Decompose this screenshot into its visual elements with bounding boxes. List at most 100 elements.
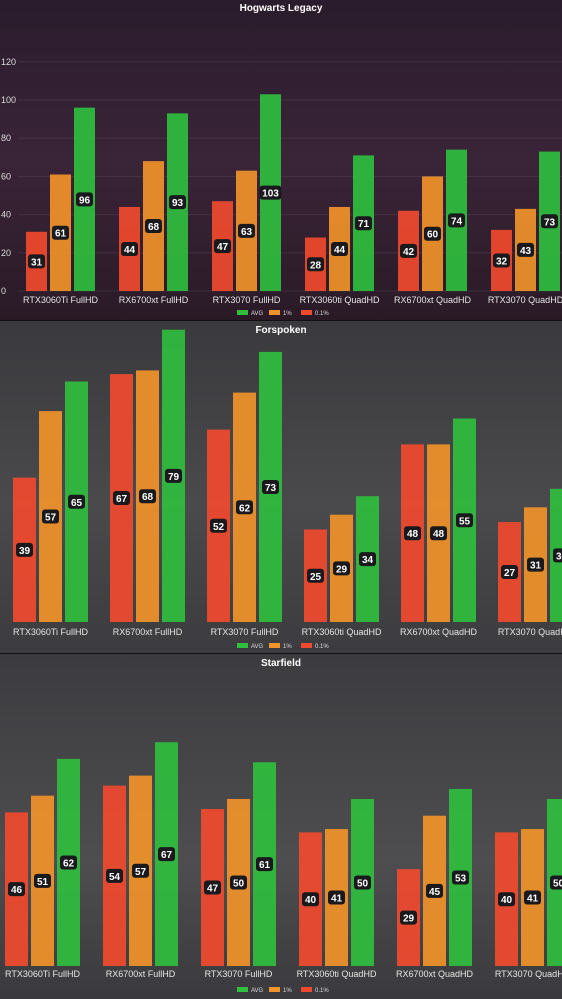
data-label-bg (236, 500, 253, 515)
data-label-bg (331, 241, 348, 256)
data-label: 48 (433, 529, 445, 540)
data-label-bg (517, 242, 534, 257)
data-label: 65 (71, 498, 83, 509)
x-category-label: RTX3070 QuadHD (488, 295, 562, 305)
legend-label: AVG (251, 311, 264, 317)
data-label: 67 (116, 494, 128, 505)
data-label-bg (165, 468, 182, 483)
data-label: 40 (305, 895, 317, 906)
data-label-bg (16, 542, 33, 557)
data-label-bg (52, 225, 69, 240)
data-label-bg (452, 870, 469, 885)
data-label-bg (145, 219, 162, 234)
x-category-label: RTX3070 FullHD (205, 969, 273, 979)
x-category-label: RTX3060Ti FullHD (13, 627, 89, 637)
data-label-bg (456, 513, 473, 528)
data-label: 50 (553, 879, 562, 890)
data-label-bg (493, 253, 510, 268)
legend-label: 0.1% (315, 988, 329, 994)
legend-swatch (269, 310, 280, 315)
y-tick-label: 20 (1, 248, 11, 258)
data-label: 96 (79, 195, 91, 206)
y-tick-label: 60 (1, 171, 11, 181)
data-label: 57 (135, 867, 147, 878)
data-label: 28 (310, 260, 322, 271)
data-label-bg (121, 241, 138, 256)
chart-panel-hogwarts: Hogwarts Legacy 0 20 40 60 80 100 120 31 61 96 RTX3… (0, 0, 562, 321)
data-label-bg (524, 890, 541, 905)
y-tick-label: 40 (1, 210, 11, 220)
data-label: 62 (239, 503, 251, 514)
data-label: 36 (556, 551, 562, 562)
data-label-bg (498, 892, 515, 907)
x-category-label: RX6700xt FullHD (113, 627, 183, 637)
data-label-bg (400, 910, 417, 925)
data-label: 57 (45, 513, 57, 524)
data-label-bg (28, 254, 45, 269)
data-label-bg (430, 526, 447, 541)
data-label-bg (262, 479, 279, 494)
data-label: 67 (161, 850, 173, 861)
data-label: 68 (142, 492, 154, 503)
x-category-label: RTX3060Ti FullHD (5, 969, 81, 979)
data-label-bg (448, 213, 465, 228)
data-label: 50 (233, 879, 245, 890)
x-category-label: RTX3060Ti FullHD (23, 295, 99, 305)
data-label-bg (113, 491, 130, 506)
legend-swatch (269, 987, 280, 992)
chart-panel-starfield: Starfield 46 51 62 RTX3060Ti FullHD 54 57 67 RX6… (0, 654, 562, 999)
data-label-bg (550, 875, 562, 890)
data-label: 71 (358, 219, 370, 230)
data-label: 41 (527, 894, 539, 905)
data-label: 47 (217, 242, 229, 253)
x-category-label: RX6700xt QuadHD (394, 295, 472, 305)
legend-label: AVG (251, 644, 264, 650)
y-tick-label: 120 (1, 57, 16, 67)
data-label-bg (307, 568, 324, 583)
data-label-bg (76, 192, 93, 207)
legend-label: 1% (283, 988, 292, 994)
data-label: 74 (451, 216, 463, 227)
data-label: 44 (124, 245, 136, 256)
data-label-bg (68, 494, 85, 509)
x-category-label: RTX3070 QuadHD (498, 627, 562, 637)
data-label-bg (158, 847, 175, 862)
data-label-bg (426, 883, 443, 898)
legend-swatch (269, 643, 280, 648)
data-label: 32 (496, 256, 508, 267)
data-label: 62 (63, 858, 75, 869)
data-label: 79 (168, 472, 180, 483)
data-label: 31 (530, 561, 542, 572)
chart-title: Starfield (261, 658, 301, 669)
data-label: 31 (31, 257, 43, 268)
data-label-bg (424, 226, 441, 241)
chart-title: Hogwarts Legacy (240, 3, 323, 14)
data-label: 34 (362, 555, 374, 566)
data-label-bg (256, 857, 273, 872)
data-label: 43 (520, 246, 532, 257)
legend-label: 1% (283, 311, 292, 317)
data-label-bg (328, 890, 345, 905)
data-label-bg (230, 875, 247, 890)
data-label-bg (355, 216, 372, 231)
data-label: 29 (336, 564, 348, 575)
legend-label: 1% (283, 644, 292, 650)
data-label-bg (541, 214, 558, 229)
data-label: 54 (109, 872, 121, 883)
legend-label: 0.1% (315, 311, 329, 317)
data-label-bg (307, 257, 324, 272)
chart-hogwarts-legacy: Hogwarts Legacy 0 20 40 60 80 100 120 31 61 96 RTX3… (1, 3, 562, 317)
data-label: 47 (207, 884, 219, 895)
x-category-label: RTX3060ti QuadHD (302, 627, 382, 637)
x-category-label: RX6700xt FullHD (119, 295, 189, 305)
chart-forspoken: Forspoken 39 57 65 RTX3060Ti FullHD 67 68 79 RX6… (13, 325, 562, 650)
data-label: 63 (241, 227, 253, 238)
data-label-bg (404, 526, 421, 541)
data-label: 40 (501, 895, 513, 906)
data-label-bg (204, 880, 221, 895)
data-label-bg (139, 489, 156, 504)
legend-swatch (237, 310, 248, 315)
data-label: 50 (357, 879, 369, 890)
data-label: 46 (11, 885, 23, 896)
x-category-label: RX6700xt QuadHD (400, 627, 478, 637)
